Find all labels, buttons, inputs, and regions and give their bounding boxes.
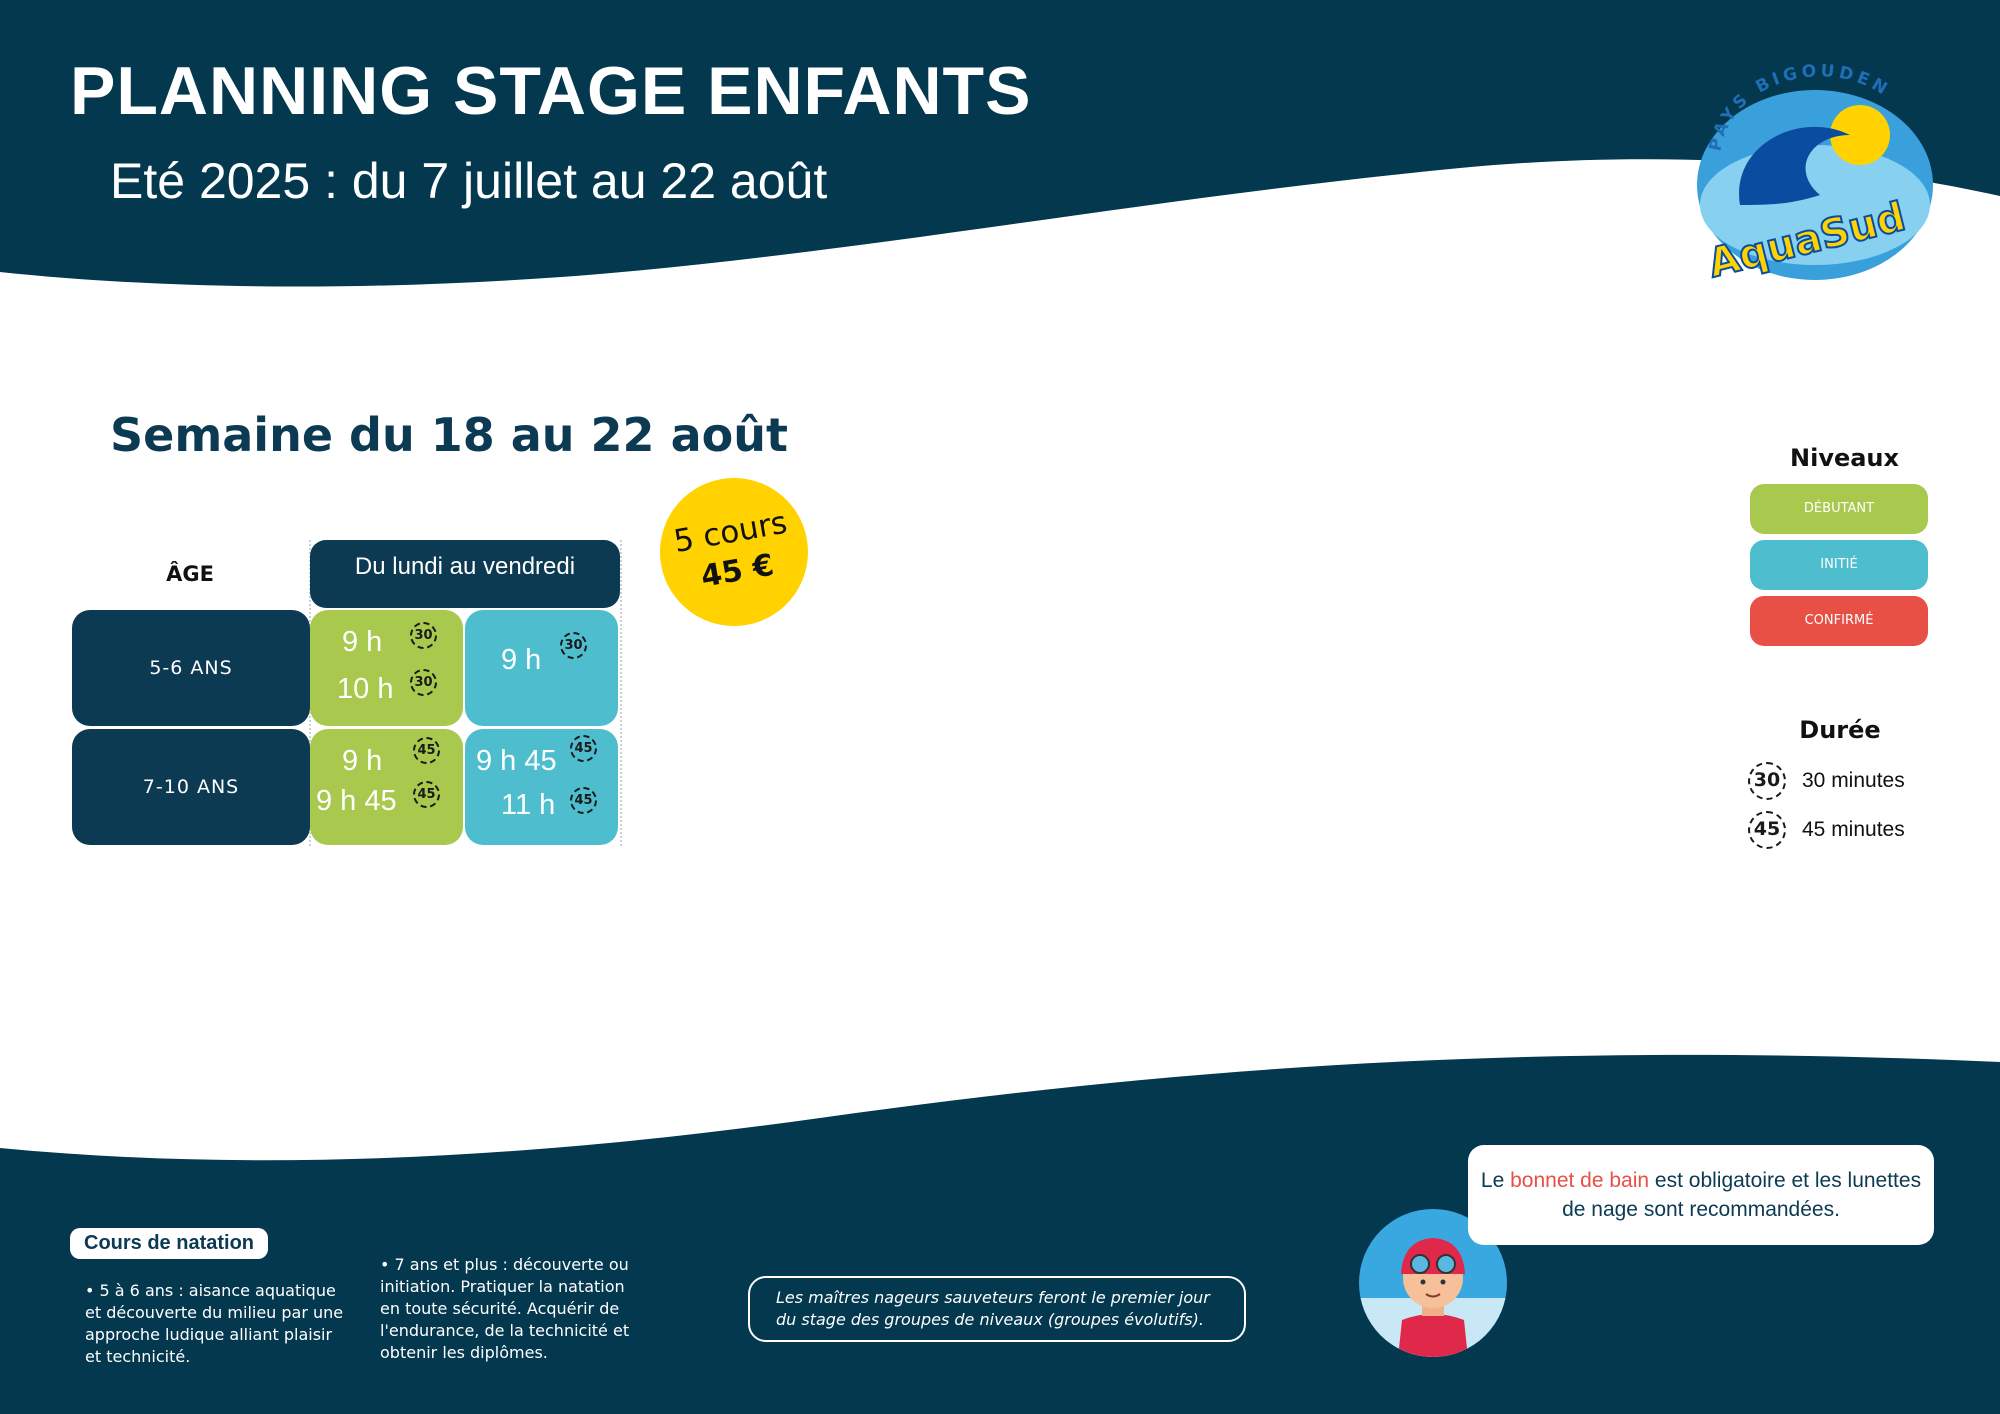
debutant-cell-7-10: 9 h 45 9 h 45 45: [310, 729, 463, 845]
courses-tag: Cours de natation: [70, 1228, 269, 1259]
initie-cell-7-10: 9 h 45 45 11 h 45: [465, 729, 618, 845]
days-column-header: Du lundi au vendredi: [310, 540, 620, 608]
note-7-ans-plus: • 7 ans et plus : découverte ou initiati…: [380, 1255, 630, 1362]
duration-title: Durée: [1799, 716, 1881, 744]
level-debutant-badge: DÉBUTANT: [1750, 484, 1928, 534]
duration-30-label: 30 minutes: [1802, 769, 1905, 792]
debutant-cell-5-6: 9 h 30 10 h 30: [310, 610, 463, 726]
level-confirme-badge: CONFIRMÉ: [1750, 596, 1928, 646]
timer-30-icon: 30: [1748, 762, 1786, 800]
cap-note-highlight: bonnet de bain: [1510, 1169, 1650, 1192]
duration-30-row: 30 30 minutes: [1748, 762, 1905, 800]
initie-cell-5-6: 9 h 30: [465, 610, 618, 726]
cap-note-text: est obligatoire et les lunettes de nage …: [1562, 1169, 1922, 1221]
timer-45-icon: 45: [413, 781, 440, 808]
timer-45-icon: 45: [570, 787, 597, 814]
level-initie-badge: INITIÉ: [1750, 540, 1928, 590]
levels-title: Niveaux: [1790, 444, 1899, 472]
age-cell-7-10: 7-10 ANS: [72, 729, 310, 845]
age-column-header: ÂGE: [166, 562, 214, 586]
aquasud-logo: PAYS BIGOUDEN AquaSud: [1697, 61, 1933, 288]
swimmer-avatar: [1359, 1209, 1507, 1357]
slot-time: 9 h: [342, 745, 383, 777]
page-subtitle: Eté 2025 : du 7 juillet au 22 août: [110, 153, 828, 209]
slot-time: 9 h 45: [476, 745, 557, 777]
page-title: PLANNING STAGE ENFANTS: [70, 53, 1032, 129]
timer-45-icon: 45: [413, 737, 440, 764]
column-divider: [620, 540, 622, 846]
timer-30-icon: 30: [410, 622, 437, 649]
slot-time: 9 h: [342, 626, 383, 658]
age-cell-5-6: 5-6 ANS: [72, 610, 310, 726]
slot-time: 11 h: [501, 789, 556, 821]
duration-45-row: 45 45 minutes: [1748, 811, 1905, 849]
slot-time: 9 h 45: [316, 785, 397, 817]
note-5-6-ans: • 5 à 6 ans : aisance aquatique et décou…: [85, 1281, 344, 1366]
info-box: Les maîtres nageurs sauveteurs feront le…: [748, 1276, 1246, 1342]
cap-required-note: Le bonnet de bain est obligatoire et les…: [1468, 1145, 1934, 1245]
slot-time: 9 h: [501, 644, 542, 676]
duration-45-label: 45 minutes: [1802, 818, 1905, 841]
timer-45-icon: 45: [570, 735, 597, 762]
week-title: Semaine du 18 au 22 août: [110, 408, 788, 462]
slot-time: 10 h: [337, 673, 394, 705]
timer-45-icon: 45: [1748, 811, 1786, 849]
timer-30-icon: 30: [410, 669, 437, 696]
cap-note-text: Le: [1480, 1169, 1511, 1192]
timer-30-icon: 30: [560, 632, 587, 659]
